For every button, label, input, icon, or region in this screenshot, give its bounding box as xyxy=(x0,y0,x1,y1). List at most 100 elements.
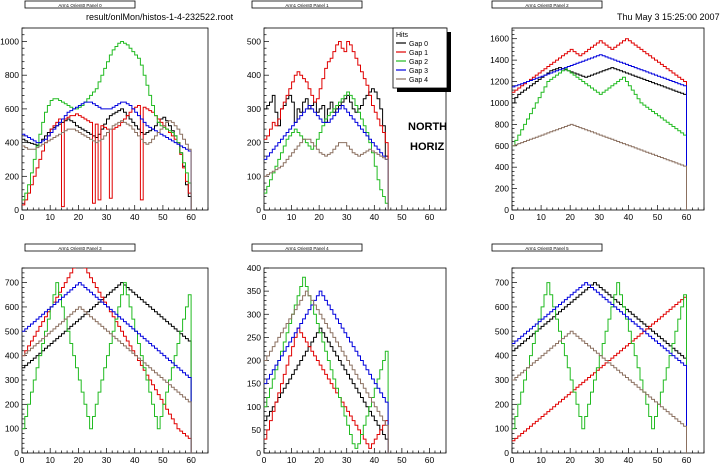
x-tick-label: 60 xyxy=(425,212,435,222)
y-tick-label: 400 xyxy=(5,138,19,148)
y-tick-label: 0 xyxy=(504,205,509,215)
y-tick-label: 1000 xyxy=(490,98,509,108)
y-tick-label: 1600 xyxy=(490,34,509,44)
y-tick-label: 400 xyxy=(247,263,261,273)
x-tick-label: 20 xyxy=(314,455,324,465)
x-tick-label: 50 xyxy=(397,212,407,222)
root-filename: result/onlMon/histos-1-4-232522.root xyxy=(86,12,234,22)
y-tick-label: 1000 xyxy=(0,36,19,46)
series-gap-4 xyxy=(22,120,192,210)
series-gap-4 xyxy=(512,123,687,210)
x-tick-label: 40 xyxy=(624,455,634,465)
y-tick-label: 500 xyxy=(247,36,261,46)
y-tick-label: 100 xyxy=(247,402,261,412)
series-gap-2 xyxy=(512,68,687,210)
panel-1: Arm1 Orient0 Panel 1 0 10 20 30 40 50 60 0 100 200… xyxy=(247,0,451,222)
series-gap-2 xyxy=(264,276,389,453)
series-gap-2 xyxy=(264,91,389,210)
legend-entry: Gap 4 xyxy=(409,77,428,84)
series-gap-3 xyxy=(264,290,389,453)
x-tick-label: 60 xyxy=(186,212,196,222)
x-tick-label: 20 xyxy=(74,455,84,465)
x-tick-label: 30 xyxy=(342,212,352,222)
x-tick-label: 20 xyxy=(74,212,84,222)
panel-3: Arm1 Orient0 Panel 30 10 20 30 40 50 600100200… xyxy=(5,243,209,465)
y-tick-label: 400 xyxy=(5,351,19,361)
x-tick-label: 0 xyxy=(262,455,267,465)
x-tick-label: 30 xyxy=(595,212,605,222)
x-tick-label: 60 xyxy=(186,455,196,465)
y-tick-label: 200 xyxy=(5,399,19,409)
series-gap-1 xyxy=(512,38,687,210)
series-gap-0 xyxy=(512,282,687,453)
x-tick-label: 10 xyxy=(287,212,297,222)
series-gap-4 xyxy=(264,290,389,453)
panel-title: Arm1 Orient0 Panel 0 xyxy=(58,3,102,8)
series-gap-2 xyxy=(22,282,192,453)
plot-frame xyxy=(21,27,209,211)
panel-title-box xyxy=(24,243,136,252)
y-tick-label: 200 xyxy=(495,399,509,409)
x-tick-label: 30 xyxy=(595,455,605,465)
y-tick-label: 300 xyxy=(5,375,19,385)
y-tick-label: 0 xyxy=(14,205,19,215)
x-tick-label: 60 xyxy=(425,455,435,465)
y-tick-label: 800 xyxy=(5,70,19,80)
series-gap-2 xyxy=(512,282,687,453)
y-tick-label: 700 xyxy=(495,278,509,288)
plot-frame xyxy=(21,267,209,454)
panel-title-box xyxy=(491,0,603,9)
x-tick-label: 20 xyxy=(565,455,575,465)
x-tick-label: 0 xyxy=(510,212,515,222)
x-tick-label: 10 xyxy=(536,212,546,222)
x-tick-label: 20 xyxy=(565,212,575,222)
y-tick-label: 400 xyxy=(495,162,509,172)
x-tick-label: 50 xyxy=(158,212,168,222)
series-gap-4 xyxy=(264,138,389,210)
series-gap-4 xyxy=(512,330,687,453)
y-tick-label: 600 xyxy=(5,302,19,312)
series-gap-0 xyxy=(512,67,687,210)
panel-0: Arm1 Orient0 Panel 00 10 20 30 40 50 600200400… xyxy=(0,0,209,222)
x-tick-label: 50 xyxy=(397,455,407,465)
panel-title-box xyxy=(251,0,363,9)
y-tick-label: 50 xyxy=(252,425,262,435)
x-tick-label: 30 xyxy=(102,212,112,222)
y-tick-label: 0 xyxy=(256,448,261,458)
x-tick-label: 0 xyxy=(20,455,25,465)
plot-frame xyxy=(511,27,705,211)
y-tick-label: 400 xyxy=(495,351,509,361)
series-gap-0 xyxy=(22,282,192,453)
series-gap-3 xyxy=(22,101,192,210)
y-tick-label: 500 xyxy=(5,326,19,336)
y-tick-label: 200 xyxy=(247,138,261,148)
y-tick-label: 300 xyxy=(247,309,261,319)
y-tick-label: 1200 xyxy=(490,77,509,87)
series-gap-3 xyxy=(264,105,389,210)
panel-2: Arm1 Orient0 Panel 20 10 20 30 40 50 600200400… xyxy=(490,0,705,222)
legend-entry: Gap 2 xyxy=(409,59,428,66)
panel-title-box xyxy=(251,243,363,252)
y-tick-label: 400 xyxy=(247,70,261,80)
y-tick-label: 150 xyxy=(247,379,261,389)
x-tick-label: 10 xyxy=(45,455,55,465)
legend-title: Hits xyxy=(396,32,409,39)
series-gap-1 xyxy=(264,41,389,210)
y-tick-label: 100 xyxy=(495,424,509,434)
x-tick-label: 60 xyxy=(682,455,692,465)
x-tick-label: 10 xyxy=(287,455,297,465)
y-tick-label: 600 xyxy=(5,104,19,114)
series-gap-3 xyxy=(22,282,192,453)
x-tick-label: 40 xyxy=(370,212,380,222)
panel-title: Arm1 Orient0 Panel 1 xyxy=(285,3,329,8)
y-tick-label: 100 xyxy=(5,424,19,434)
x-tick-label: 40 xyxy=(130,455,140,465)
x-tick-label: 50 xyxy=(653,212,663,222)
legend-entry: Gap 1 xyxy=(409,50,428,57)
y-tick-label: 200 xyxy=(247,356,261,366)
y-tick-label: 1400 xyxy=(490,55,509,65)
y-tick-label: 350 xyxy=(247,286,261,296)
x-tick-label: 10 xyxy=(45,212,55,222)
x-tick-label: 50 xyxy=(158,455,168,465)
y-tick-label: 0 xyxy=(14,448,19,458)
